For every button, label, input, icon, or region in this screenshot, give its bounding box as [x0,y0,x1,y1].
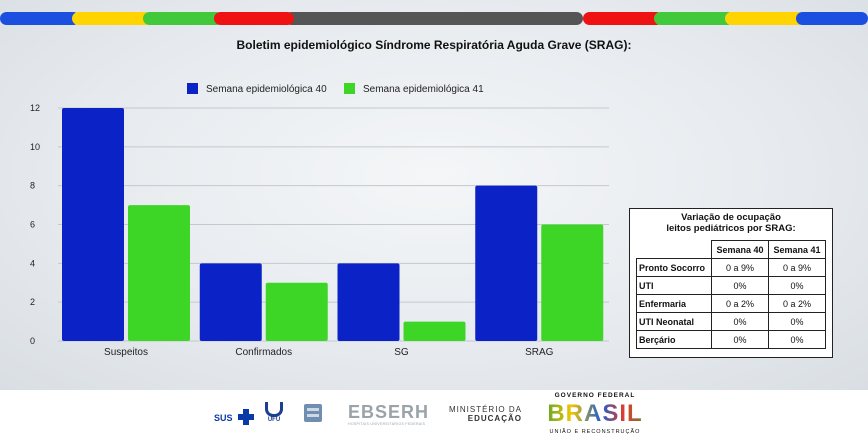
ebserh-subtitle: HOSPITAIS UNIVERSITÁRIOS FEDERAIS [348,422,426,426]
sus-logo: SUS [214,408,254,426]
chart-background: Boletim epidemiológico Síndrome Respirat… [0,0,868,390]
gov-brasil-text: BRASIL [536,399,654,429]
bar [403,321,466,341]
bar [128,205,190,341]
occupancy-header-row: Semana 40 Semana 41 [637,240,826,259]
legend-swatch [187,83,198,94]
color-bar-segment [796,12,868,25]
ufu-text: UFU [267,417,281,423]
ebserh-logo: EBSERH HOSPITAIS UNIVERSITÁRIOS FEDERAIS [348,402,429,426]
y-tick-label: 10 [30,142,40,152]
row-label: UTI [636,276,712,295]
row-label: Berçário [636,330,712,349]
bar [475,185,538,341]
bar [541,224,604,341]
x-category-label: Confirmados [235,347,292,358]
hospital-emblem-icon [304,404,322,422]
color-bar-segment [654,12,734,25]
occupancy-title: Variação de ocupação leitos pediátricos … [630,212,832,234]
ministerio-line2: EDUCAÇÃO [467,414,522,423]
ministerio-educacao-logo: MINISTÉRIO DA EDUCAÇÃO [448,405,522,423]
y-tick-label: 12 [30,103,40,113]
table-row: UTI Neonatal 0% 0% [636,312,826,331]
ufu-logo: UFU [265,402,283,423]
x-category-label: Suspeitos [104,347,148,358]
cell-value: 0 a 9% [768,258,826,277]
occupancy-title-line2: leitos pediátricos por SRAG: [666,223,796,234]
cell-value: 0% [711,276,769,295]
table-row: Berçário 0% 0% [636,330,826,349]
color-bar-segment [0,12,80,25]
y-tick-label: 4 [30,258,35,268]
header-semana-41: Semana 41 [768,240,826,259]
y-tick-label: 0 [30,336,35,346]
bar-chart: 0 2 4 6 8 10 12 Suspeitos Confirmados SG SRAG Seman… [30,83,609,358]
bar [62,108,124,341]
footer-logos: SUS UFU EBSERH HOSPITAIS UNIVERSITÁRIOS … [0,390,868,443]
color-bar-segment [214,12,294,25]
cell-value: 0% [768,330,826,349]
ufu-emblem-icon [265,402,283,417]
row-label: Enfermaria [636,294,712,313]
gov-top-text: GOVERNO FEDERAL [554,392,636,399]
occupancy-table: Semana 40 Semana 41 Pronto Socorro 0 a 9… [636,240,826,349]
sus-text: SUS [214,413,233,423]
cross-icon [237,408,254,425]
x-category-label: SRAG [525,347,554,358]
chart-title: Boletim epidemiológico Síndrome Respirat… [236,38,632,52]
color-bar-segment [285,12,583,25]
y-tick-label: 6 [30,220,35,230]
decorative-color-bar [0,12,868,25]
bar [337,263,400,341]
cell-value: 0% [711,330,769,349]
cell-value: 0% [711,312,769,331]
cell-value: 0 a 2% [711,294,769,313]
table-row: Pronto Socorro 0 a 9% 0 a 9% [636,258,826,277]
ministerio-line1: MINISTÉRIO DA [448,405,522,414]
governo-federal-logo: GOVERNO FEDERAL BRASIL UNIÃO E RECONSTRU… [536,392,654,435]
bar [265,282,328,341]
row-label: Pronto Socorro [636,258,712,277]
header-semana-40: Semana 40 [711,240,769,259]
color-bar-segment [583,12,663,25]
cell-value: 0 a 2% [768,294,826,313]
bar [199,263,262,341]
color-bar-segment [725,12,805,25]
y-tick-label: 2 [30,297,35,307]
x-category-label: SG [394,347,409,358]
occupancy-title-line1: Variação de ocupação [681,212,781,223]
cell-value: 0% [768,312,826,331]
occupancy-corner-cell [637,241,712,259]
cell-value: 0 a 9% [711,258,769,277]
cell-value: 0% [768,276,826,295]
gov-bottom-text: UNIÃO E RECONSTRUÇÃO [549,429,641,435]
color-bar-segment [72,12,152,25]
ebserh-text: EBSERH [348,402,430,422]
occupancy-panel: Variação de ocupação leitos pediátricos … [629,208,833,358]
color-bar-segment [143,12,223,25]
legend-label: Semana epidemiológica 41 [363,84,484,95]
legend-swatch [344,83,355,94]
y-tick-label: 8 [30,181,35,191]
legend-label: Semana epidemiológica 40 [206,84,327,95]
row-label: UTI Neonatal [636,312,712,331]
table-row: Enfermaria 0 a 2% 0 a 2% [636,294,826,313]
table-row: UTI 0% 0% [636,276,826,295]
